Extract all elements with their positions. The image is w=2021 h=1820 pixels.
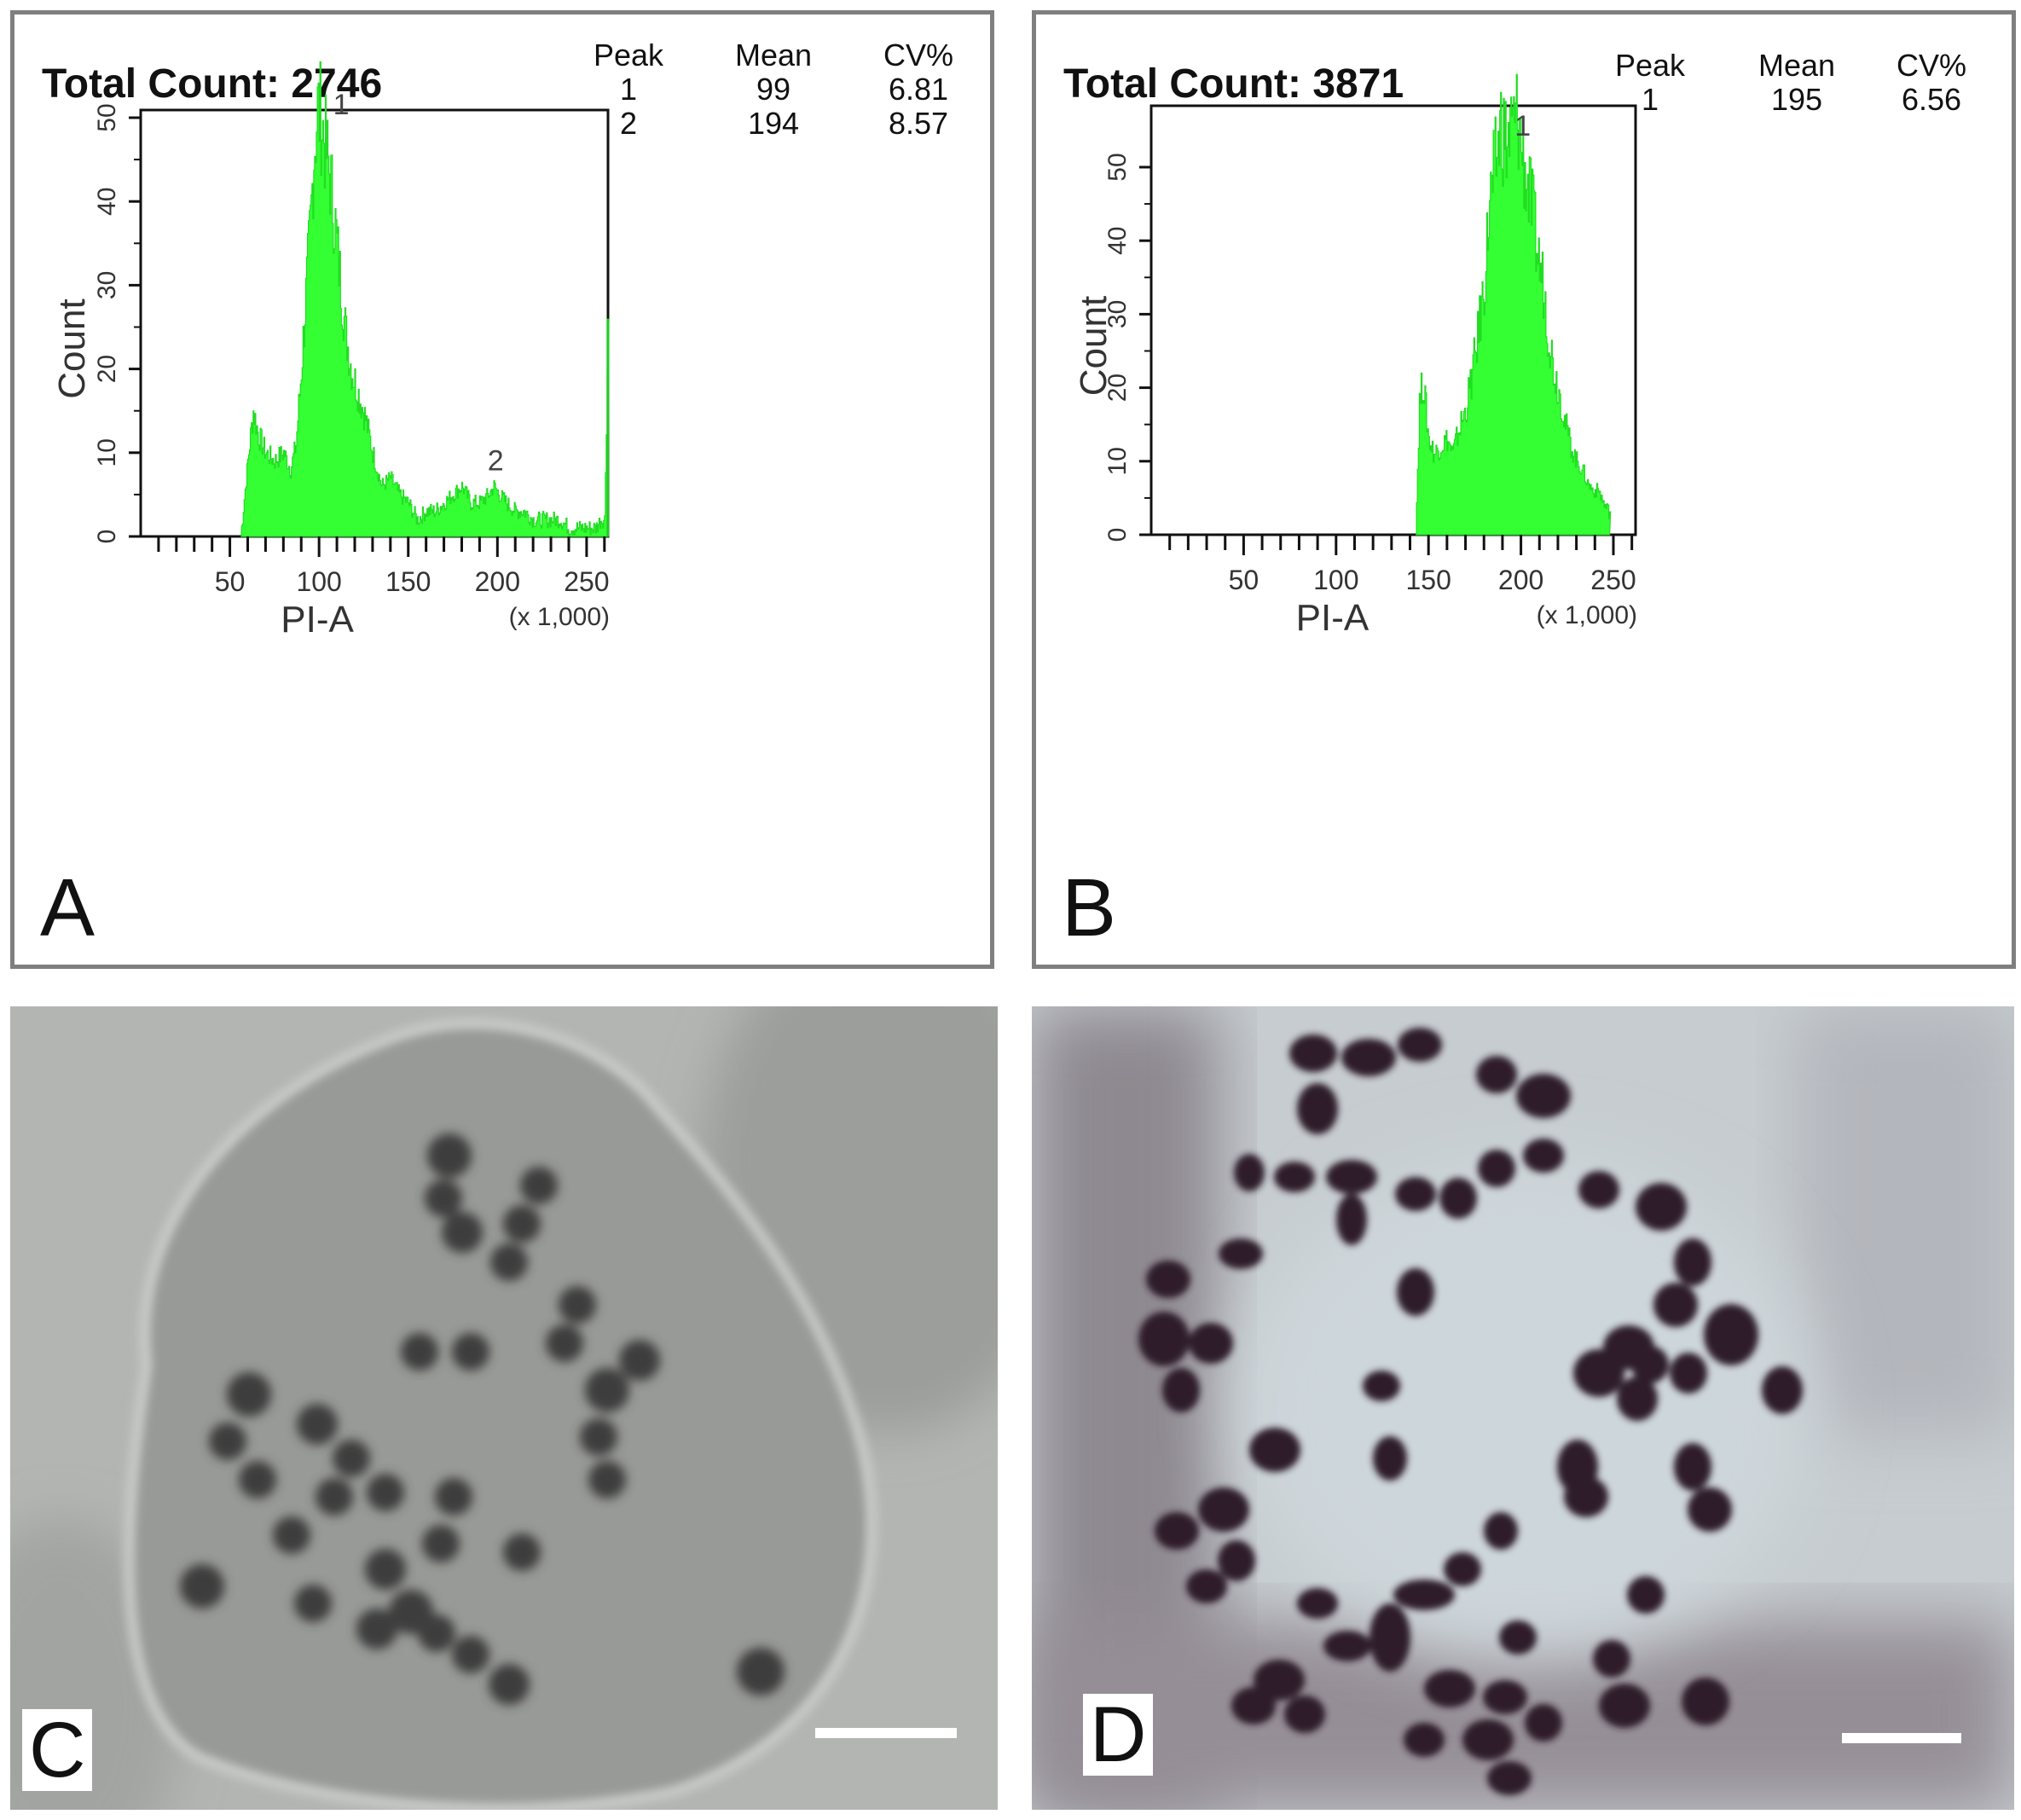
panel-letter-c: C bbox=[22, 1709, 93, 1791]
peak-label: 1 bbox=[1514, 110, 1531, 142]
x-tick-label: 150 bbox=[385, 566, 431, 597]
stats-cell: 1 bbox=[619, 72, 638, 107]
x-tick-label: 100 bbox=[1313, 565, 1358, 595]
y-axis-label: Count bbox=[1073, 296, 1115, 396]
scale-bar bbox=[815, 1728, 957, 1738]
stats-header-peak: Peak bbox=[593, 38, 664, 72]
x-axis-unit: (x 1,000) bbox=[509, 603, 610, 631]
histogram-area bbox=[240, 61, 610, 537]
total-count: Total Count: 3871 bbox=[1063, 61, 1404, 107]
plot-frame bbox=[1149, 104, 1637, 536]
stats-cell: 195 bbox=[1770, 82, 1823, 117]
y-tick-label: 50 bbox=[93, 103, 121, 131]
stats-col-mean: Mean 195 bbox=[1729, 49, 1865, 117]
micrograph-c-image bbox=[10, 1006, 998, 1810]
y-tick-label: 40 bbox=[93, 188, 121, 216]
chromosomes-c bbox=[180, 1133, 785, 1705]
stats-cell: 194 bbox=[747, 106, 800, 141]
x-tick-label: 150 bbox=[1405, 565, 1451, 595]
x-tick-label: 100 bbox=[296, 566, 341, 597]
scale-bar bbox=[1842, 1733, 1961, 1743]
y-axis-label: Count bbox=[51, 299, 93, 398]
histogram-bars bbox=[240, 61, 610, 537]
y-tick-label: 10 bbox=[93, 438, 121, 467]
stats-cell: 8.57 bbox=[888, 106, 949, 141]
chromosomes-d bbox=[1138, 1028, 1803, 1795]
stats-col-cv: CV% 6.81 8.57 bbox=[850, 38, 987, 141]
y-tick-label: 20 bbox=[93, 355, 121, 383]
histogram-chart-a: 0 10 20 30 40 50 50 100 150 200 250 Count PI-A (x 1,0… bbox=[51, 61, 610, 640]
y-tick-label: 0 bbox=[93, 530, 121, 544]
stats-col-cv: CV% 6.56 bbox=[1863, 49, 2000, 117]
x-axis-unit: (x 1,000) bbox=[1537, 601, 1637, 629]
peak-label: 1 bbox=[333, 89, 350, 121]
y-tick-label: 30 bbox=[1103, 300, 1132, 328]
x-axis-label: PI-A bbox=[1296, 597, 1370, 639]
micrograph-c: C bbox=[10, 1006, 998, 1810]
histogram-edge-bin bbox=[606, 318, 610, 536]
micrograph-d-image bbox=[1032, 1006, 2014, 1810]
y-tick-label: 10 bbox=[1103, 447, 1132, 475]
histogram-chart-b: 0 10 20 30 40 50 50 100 150 200 250 Count PI-A (x 1,0… bbox=[1073, 73, 1637, 639]
y-tick-label: 40 bbox=[1103, 227, 1132, 255]
stats-cell: 99 bbox=[756, 72, 791, 107]
histogram-panel-b: Total Count: 3871 Peak 1 Mean 195 CV% 6.… bbox=[1032, 10, 2016, 969]
stats-cell: 6.81 bbox=[888, 72, 949, 107]
y-tick-label: 50 bbox=[1103, 153, 1132, 181]
y-tick-label: 20 bbox=[1103, 374, 1132, 402]
panel-letter-a: A bbox=[40, 862, 96, 953]
x-tick-label: 200 bbox=[1498, 565, 1543, 595]
stats-cell: 6.56 bbox=[1901, 82, 1962, 117]
x-tick-label: 250 bbox=[564, 566, 609, 597]
stats-header-mean: Mean bbox=[1758, 48, 1836, 83]
panel-letter-b: B bbox=[1062, 862, 1117, 953]
x-axis-label: PI-A bbox=[281, 599, 354, 640]
peak-label: 2 bbox=[488, 445, 504, 478]
x-tick-label: 250 bbox=[1590, 565, 1636, 595]
stats-col-mean: Mean 99 194 bbox=[705, 38, 842, 141]
stats-col-peak: Peak 1 2 bbox=[560, 38, 697, 141]
stats-col-peak: Peak 1 bbox=[1582, 49, 1718, 117]
y-tick-label: 0 bbox=[1103, 528, 1132, 542]
histogram-bars bbox=[1416, 73, 1612, 536]
y-tick-label: 30 bbox=[93, 271, 121, 299]
x-tick-label: 200 bbox=[475, 566, 520, 597]
histogram-panel-a: Total Count: 2746 Peak 1 2 Mean 99 194 C… bbox=[10, 10, 994, 969]
panel-letter-d: D bbox=[1083, 1694, 1154, 1776]
stats-header-cv: CV% bbox=[1896, 48, 1967, 83]
stats-header-peak: Peak bbox=[1614, 48, 1686, 83]
histogram-area bbox=[1416, 73, 1612, 536]
x-tick-label: 50 bbox=[215, 566, 246, 597]
x-tick-label: 50 bbox=[1229, 565, 1260, 595]
stats-cell: 1 bbox=[1641, 82, 1659, 117]
stats-cell: 2 bbox=[619, 106, 638, 141]
stats-header-cv: CV% bbox=[883, 38, 954, 72]
stats-header-mean: Mean bbox=[734, 38, 813, 72]
micrograph-d: D bbox=[1032, 1006, 2014, 1810]
